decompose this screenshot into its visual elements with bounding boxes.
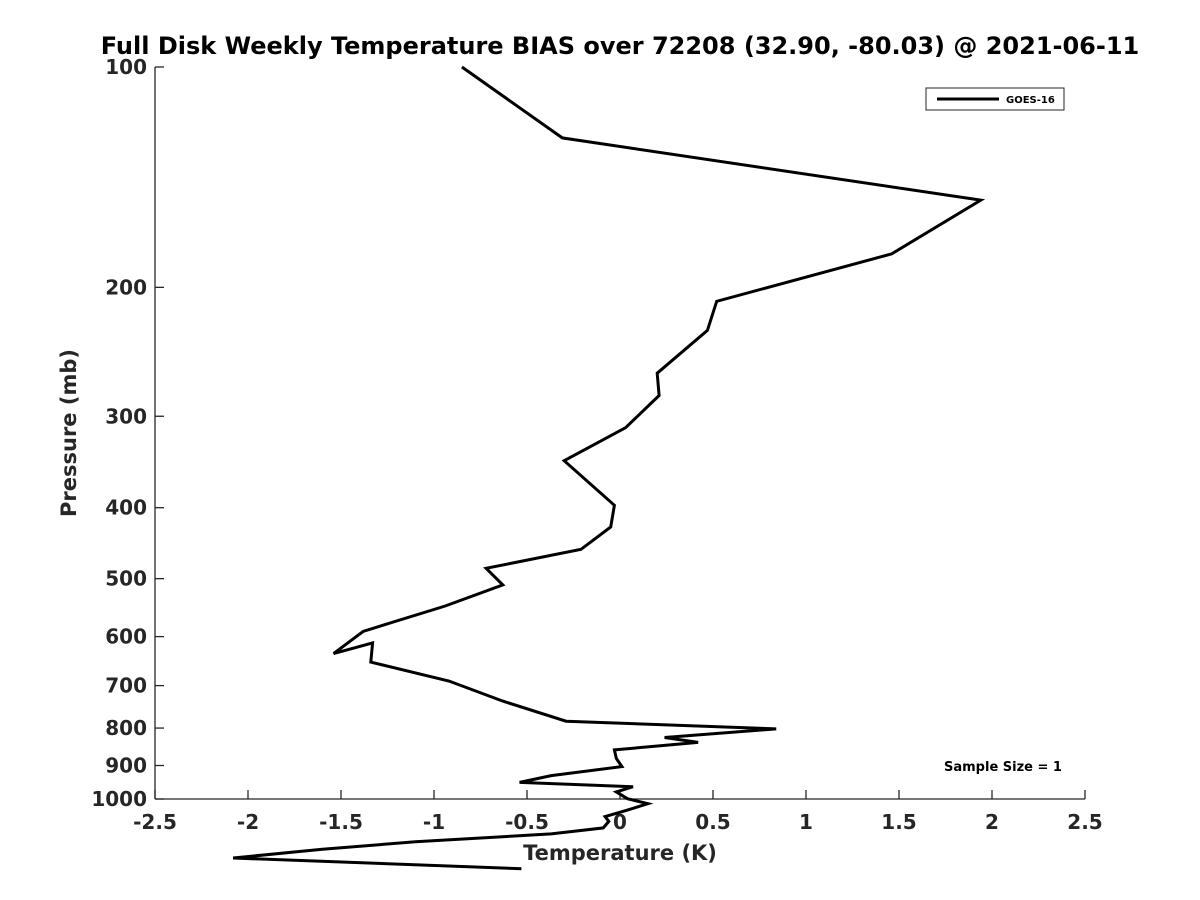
y-tick-label: 900: [105, 754, 147, 778]
y-tick-label: 300: [105, 404, 147, 428]
sample-size-annotation: Sample Size = 1: [944, 760, 1062, 775]
x-axis-label: Temperature (K): [523, 841, 717, 865]
legend: GOES-16: [925, 87, 1065, 111]
y-tick-label: 200: [105, 275, 147, 299]
y-axis-label: Pressure (mb): [57, 349, 81, 517]
y-tick-label: 600: [105, 625, 147, 649]
axes: [154, 67, 1085, 800]
x-tick-label: -2.5: [133, 810, 177, 834]
x-tick-label: -1.5: [319, 810, 363, 834]
x-tick-label: -2: [237, 810, 259, 834]
series-layer: [232, 65, 986, 871]
y-tick-label: 100: [105, 55, 147, 79]
y-tick-label: 700: [105, 674, 147, 698]
series-line-goes16: [232, 65, 986, 871]
x-tick-label: 2.5: [1067, 810, 1102, 834]
y-tick-label: 800: [105, 716, 147, 740]
x-tick-label: 1: [799, 810, 813, 834]
x-ticks: -2.5 -2 -1.5 -1 -0.5 0 0.5 1 1.5 2 2.5: [133, 790, 1103, 834]
x-tick-label: 2: [985, 810, 999, 834]
chart-title: Full Disk Weekly Temperature BIAS over 7…: [101, 32, 1140, 60]
x-tick-label: 0.5: [695, 810, 730, 834]
legend-label-goes16: GOES-16: [1006, 95, 1055, 106]
y-tick-label: 400: [105, 496, 147, 520]
x-tick-label: 0: [613, 810, 627, 834]
y-ticks: 100 200 300 400 500 600 700 800 900 1000: [91, 55, 164, 811]
y-tick-label: 500: [105, 567, 147, 591]
x-tick-label: -0.5: [505, 810, 549, 834]
x-tick-label: -1: [423, 810, 445, 834]
x-tick-label: 1.5: [881, 810, 916, 834]
y-tick-label: 1000: [91, 787, 147, 811]
